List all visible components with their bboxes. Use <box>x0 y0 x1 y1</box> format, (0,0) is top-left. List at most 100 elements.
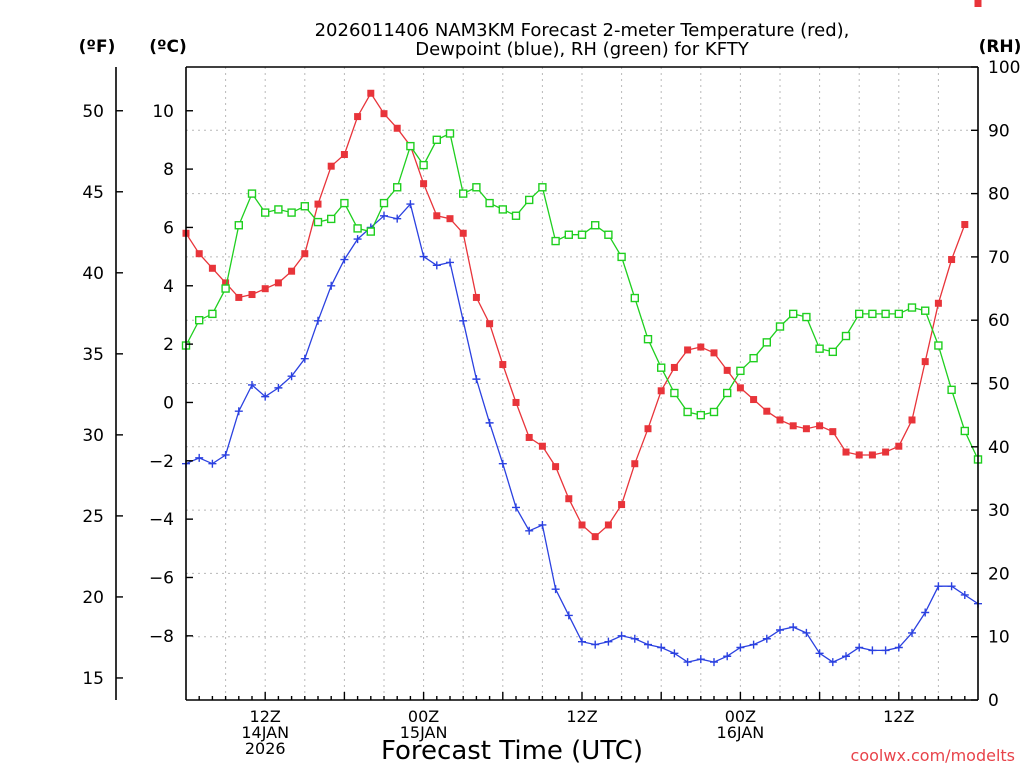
2-meter-temperature-point <box>618 501 626 509</box>
dewpoint-point <box>300 354 309 363</box>
2-meter-temperature-point <box>591 533 599 541</box>
series-layer <box>181 0 983 667</box>
x-axis-label: Forecast Time (UTC) <box>381 736 643 766</box>
rh-point <box>709 407 719 417</box>
dewpoint-point <box>710 658 718 667</box>
2-meter-temperature-point <box>538 442 546 450</box>
rh-point <box>327 214 336 224</box>
dewpoint-point <box>353 235 362 244</box>
fahrenheit-tick-label: 25 <box>82 507 104 527</box>
dewpoint-point <box>881 646 890 655</box>
2-meter-temperature-point <box>525 433 533 441</box>
title-line-1: 2026011406 NAM3KM Forecast 2-meter Tempe… <box>315 20 850 41</box>
rh-point <box>894 309 903 319</box>
rh-point <box>591 221 600 230</box>
rh-point <box>921 306 930 315</box>
dewpoint-point <box>261 392 270 401</box>
2-meter-temperature-point <box>301 250 309 258</box>
2-meter-temperature-point <box>327 162 335 170</box>
2-meter-temperature-point <box>565 495 573 503</box>
rh-point <box>907 303 917 312</box>
rh-point <box>472 183 481 192</box>
x-tick-label: 00Z <box>725 707 756 726</box>
dewpoint-point <box>908 628 916 637</box>
2-meter-temperature-point <box>274 279 282 287</box>
rh-point <box>775 322 785 331</box>
dewpoint-point <box>340 255 349 264</box>
2-meter-temperature-point <box>710 349 718 357</box>
dewpoint-point <box>393 214 402 223</box>
2-meter-temperature-point <box>433 212 441 220</box>
dewpoint-point <box>512 503 520 512</box>
fahrenheit-tick-label: 50 <box>82 102 104 122</box>
rh-point <box>617 252 626 262</box>
2-meter-temperature-point <box>644 425 652 433</box>
dewpoint-point <box>696 655 705 664</box>
fahrenheit-tick-label: 45 <box>82 183 104 203</box>
celsius-tick-label: −4 <box>149 510 174 530</box>
rh-tick-label: 40 <box>988 438 1010 458</box>
dewpoint-point <box>789 623 798 632</box>
dewpoint-point <box>644 640 652 649</box>
2-meter-temperature-point <box>895 442 903 450</box>
2-meter-temperature-point <box>789 422 797 430</box>
celsius-tick-label: 2 <box>163 335 174 355</box>
2-meter-temperature-point <box>934 299 942 307</box>
rh-point <box>234 221 244 230</box>
dewpoint-point <box>683 658 692 667</box>
title-line-2: Dewpoint (blue), RH (green) for KFTY <box>415 39 750 60</box>
2-meter-temperature-point <box>235 293 243 301</box>
gridlines <box>186 67 978 700</box>
rh-point <box>841 331 851 341</box>
rh-tick-label: 50 <box>988 375 1010 395</box>
rh-point <box>723 388 732 398</box>
2-meter-temperature-point <box>657 387 665 395</box>
rh-point <box>657 363 666 372</box>
rh-point <box>762 338 771 347</box>
rh-point <box>485 198 494 208</box>
rh-point <box>393 183 402 192</box>
rh-point <box>445 129 455 138</box>
dewpoint-point <box>947 582 956 591</box>
x-tick-label: 12Z <box>250 707 281 726</box>
rh-tick-label: 30 <box>988 501 1010 521</box>
celsius-tick-label: −8 <box>149 627 174 647</box>
celsius-tick-label: −6 <box>149 568 174 588</box>
2-meter-temperature-point <box>829 428 837 436</box>
fahrenheit-tick-label: 15 <box>82 669 104 689</box>
2-meter-temperature-point <box>208 264 216 272</box>
dewpoint-point <box>815 649 824 658</box>
rh-point <box>221 284 230 293</box>
fahrenheit-tick-label: 30 <box>82 426 104 446</box>
rh-point <box>194 316 204 325</box>
dewpoint-point <box>287 372 296 381</box>
rh-point <box>577 230 587 239</box>
rh-point <box>802 312 811 322</box>
rh-tick-label: 70 <box>988 248 1010 268</box>
rh-point <box>313 217 323 227</box>
dewpoint-point <box>591 640 600 649</box>
rh-point <box>208 309 217 319</box>
rh-point <box>696 410 705 420</box>
2-meter-temperature-point <box>723 366 731 374</box>
dewpoint-point <box>208 459 217 468</box>
celsius-unit-label: (ºC) <box>149 37 187 57</box>
rh-point <box>604 230 613 239</box>
rh-tick-label: 10 <box>988 628 1010 648</box>
rh-point <box>498 205 507 214</box>
2-meter-temperature-point <box>816 422 824 430</box>
celsius-tick-label: 6 <box>163 218 174 238</box>
rh-point <box>406 141 415 151</box>
dewpoint-point <box>406 200 415 209</box>
2-meter-temperature-point <box>908 416 916 424</box>
rh-point <box>551 236 560 246</box>
rh-tick-label: 0 <box>988 691 999 711</box>
2-meter-temperature-point <box>842 448 850 456</box>
2-meter-temperature-point <box>420 180 428 188</box>
rh-point <box>643 334 653 344</box>
2-meter-temperature-point <box>882 448 890 456</box>
dewpoint-point <box>604 637 613 646</box>
2-meter-temperature-line <box>185 92 966 538</box>
dewpoint-point <box>432 261 441 270</box>
dewpoint-point <box>921 608 930 617</box>
